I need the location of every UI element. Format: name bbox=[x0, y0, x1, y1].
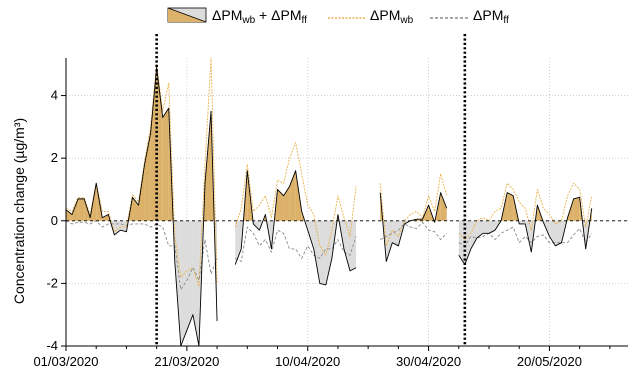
x-tick-label: 20/05/2020 bbox=[517, 354, 582, 369]
combined-series-line bbox=[234, 170, 357, 286]
x-tick-label: 01/03/2020 bbox=[33, 354, 98, 369]
period-boundary-lines bbox=[155, 34, 467, 346]
legend-item-ff: ΔPMff bbox=[430, 7, 509, 26]
positive-area bbox=[507, 192, 514, 221]
positive-area bbox=[72, 198, 79, 221]
negative-area bbox=[307, 220, 314, 249]
negative-area bbox=[120, 220, 127, 232]
ff-series-line bbox=[65, 220, 218, 291]
negative-area bbox=[192, 220, 199, 346]
legend: ΔPMwb + ΔPMff ΔPMwb ΔPMff bbox=[167, 7, 509, 26]
y-tick-label: -2 bbox=[46, 275, 58, 290]
positive-area bbox=[277, 189, 284, 221]
positive-area bbox=[150, 67, 157, 221]
wb-series-line bbox=[379, 173, 448, 247]
negative-area bbox=[489, 220, 496, 234]
negative-area bbox=[313, 220, 320, 284]
negative-area bbox=[174, 220, 181, 346]
positive-area bbox=[138, 164, 145, 221]
positive-area bbox=[102, 214, 109, 221]
legend-label-wb: ΔPMwb bbox=[370, 7, 414, 26]
y-axis-title: Concentration change (µg/m³) bbox=[11, 118, 27, 304]
negative-area bbox=[319, 220, 326, 285]
positive-area bbox=[204, 111, 212, 221]
negative-area bbox=[464, 220, 471, 265]
y-tick-label: 0 bbox=[51, 213, 58, 228]
legend-item-combined: ΔPMwb + ΔPMff bbox=[167, 7, 307, 26]
negative-area bbox=[476, 220, 483, 238]
y-tick-label: 2 bbox=[51, 150, 58, 165]
positive-area bbox=[66, 209, 73, 221]
legend-item-wb: ΔPMwb bbox=[328, 7, 414, 26]
x-tick-label: 10/04/2020 bbox=[275, 354, 340, 369]
negative-area bbox=[470, 220, 477, 249]
axes bbox=[61, 58, 628, 351]
positive-area bbox=[144, 133, 151, 221]
negative-area bbox=[235, 220, 242, 265]
negative-area bbox=[343, 220, 351, 271]
wb-series-line bbox=[458, 182, 593, 241]
negative-area bbox=[482, 220, 490, 234]
legend-label-combined: ΔPMwb + ΔPMff bbox=[212, 7, 307, 26]
wb-series-line bbox=[65, 57, 218, 287]
ff-series-line bbox=[234, 226, 357, 262]
negative-area bbox=[549, 220, 556, 246]
negative-area bbox=[253, 220, 260, 231]
positive-area bbox=[283, 186, 290, 221]
negative-area bbox=[186, 220, 193, 331]
area-fills bbox=[66, 67, 592, 346]
negative-area bbox=[519, 220, 526, 224]
legend-swatch-combined-diagonal bbox=[167, 7, 207, 23]
negative-area bbox=[386, 220, 393, 262]
positive-area bbox=[78, 198, 85, 221]
y-tick-label: 4 bbox=[51, 88, 58, 103]
positive-area bbox=[440, 192, 447, 221]
y-tick-label: -4 bbox=[46, 338, 58, 353]
wb-series-line bbox=[234, 142, 357, 256]
positive-area bbox=[573, 197, 580, 221]
x-tick-label: 30/04/2020 bbox=[396, 354, 461, 369]
negative-area bbox=[180, 220, 187, 346]
combined-series-line bbox=[379, 192, 448, 262]
tick-labels: -4 -2 0 2 4 01/03/2020 21/03/2020 10/04/2020 30/… bbox=[33, 88, 582, 369]
combined-series-line bbox=[65, 66, 218, 347]
legend-label-ff: ΔPMff bbox=[473, 7, 509, 26]
positive-area bbox=[162, 108, 169, 221]
series-lines bbox=[65, 57, 593, 347]
negative-area bbox=[555, 220, 562, 246]
combined-series-line bbox=[458, 192, 593, 266]
ff-series-line bbox=[380, 221, 448, 241]
negative-area bbox=[458, 220, 465, 265]
x-tick-label: 21/03/2020 bbox=[154, 354, 219, 369]
